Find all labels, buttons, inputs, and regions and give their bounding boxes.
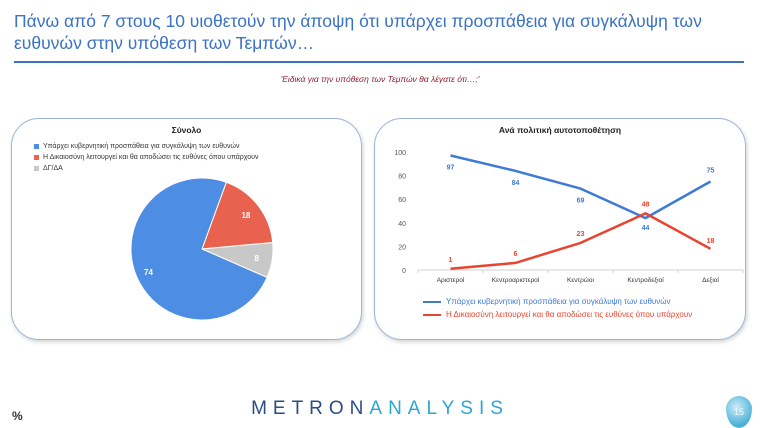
- x-tick-label: Κεντροαριστεροί: [492, 276, 540, 284]
- y-tick-label: 80: [398, 174, 406, 181]
- pie-legend-item: Υπάρχει κυβερνητική προσπάθεια για συγκά…: [34, 143, 239, 150]
- y-tick-label: 40: [398, 221, 406, 228]
- data-label: 84: [512, 180, 520, 187]
- data-label: 44: [642, 225, 650, 232]
- page-number-badge: 15: [726, 396, 752, 428]
- line-legend-label: Η Δικαιοσύνη λειτουργεί και θα αποδώσει …: [446, 310, 693, 319]
- legend-swatch: [34, 155, 39, 160]
- line-legend-item: Η Δικαιοσύνη λειτουργεί και θα αποδώσει …: [423, 310, 692, 319]
- y-tick-label: 20: [398, 244, 406, 251]
- line-chart-panel: Ανά πολιτική αυτοτοποθέτηση 0 20 40 60 80 100…: [374, 118, 746, 340]
- line-chart: 0 20 40 60 80 100 Αριστεροί Κεντροαριστεροί Κεντ…: [394, 150, 744, 284]
- company-logo: METRONANALYSIS: [0, 398, 760, 420]
- data-label: 69: [577, 198, 585, 205]
- x-tick-label: Δεξιοί: [702, 276, 719, 284]
- legend-swatch: [34, 166, 39, 171]
- y-tick-label: 60: [398, 197, 406, 204]
- data-label: 1: [449, 257, 453, 264]
- pie-legend-item: Η Δικαιοσύνη λειτουργεί και θα αποδώσει …: [34, 154, 258, 161]
- line-chart-title: Ανά πολιτική αυτοτοποθέτηση: [498, 125, 622, 135]
- pie-slice-label: 74: [144, 268, 153, 277]
- data-label: 23: [577, 231, 585, 238]
- pie-legend-label: Υπάρχει κυβερνητική προσπάθεια για συγκά…: [43, 143, 240, 150]
- series-line-justice: [450, 212, 712, 271]
- data-label: 48: [642, 201, 650, 208]
- y-tick-label: 0: [402, 268, 406, 275]
- x-tick-label: Αριστεροί: [437, 276, 465, 284]
- line-legend-item: Υπάρχει κυβερνητική προσπάθεια για συγκά…: [423, 297, 671, 306]
- pie-chart: 18 8 74: [130, 177, 274, 321]
- title-divider: [14, 61, 744, 63]
- logo-text-light: ANALYSIS: [369, 398, 509, 419]
- pie-legend-label: ΔΓ/ΔΑ: [43, 165, 63, 172]
- legend-line-swatch: [423, 313, 441, 316]
- pie-slice-label: 8: [254, 254, 259, 263]
- x-tick-label: Κεντρώοι: [567, 276, 594, 284]
- legend-line-swatch: [423, 300, 441, 303]
- pie-slice: [201, 181, 274, 250]
- line-legend-label: Υπάρχει κυβερνητική προσπάθεια για συγκά…: [446, 297, 671, 306]
- pie-legend-item: ΔΓ/ΔΑ: [34, 165, 63, 172]
- percent-icon: %: [12, 409, 23, 423]
- legend-swatch: [34, 144, 39, 149]
- pie-chart-title: Σύνολο: [171, 125, 202, 135]
- y-tick-label: 100: [394, 150, 406, 157]
- data-label: 6: [514, 251, 518, 258]
- pie-slice: [130, 177, 268, 321]
- series-line-cover-up: [450, 154, 712, 220]
- page-title: Πάνω από 7 στους 10 υιοθετούν την άποψη …: [14, 11, 702, 53]
- pie-legend-label: Η Δικαιοσύνη λειτουργεί και θα αποδώσει …: [43, 154, 259, 161]
- data-label: 75: [707, 168, 715, 175]
- logo-text-dark: METRON: [251, 398, 370, 419]
- x-tick-label: Κεντροδεξιοί: [627, 276, 664, 284]
- question-subtitle: 'Ειδικά για την υπόθεση των Τεμπών θα λέ…: [280, 74, 480, 84]
- data-label: 97: [447, 165, 455, 172]
- pie-chart-panel: Σύνολο Υπάρχει κυβερνητική προσπάθεια γι…: [11, 118, 362, 340]
- data-label: 18: [707, 238, 715, 245]
- pie-slice-label: 18: [241, 211, 250, 220]
